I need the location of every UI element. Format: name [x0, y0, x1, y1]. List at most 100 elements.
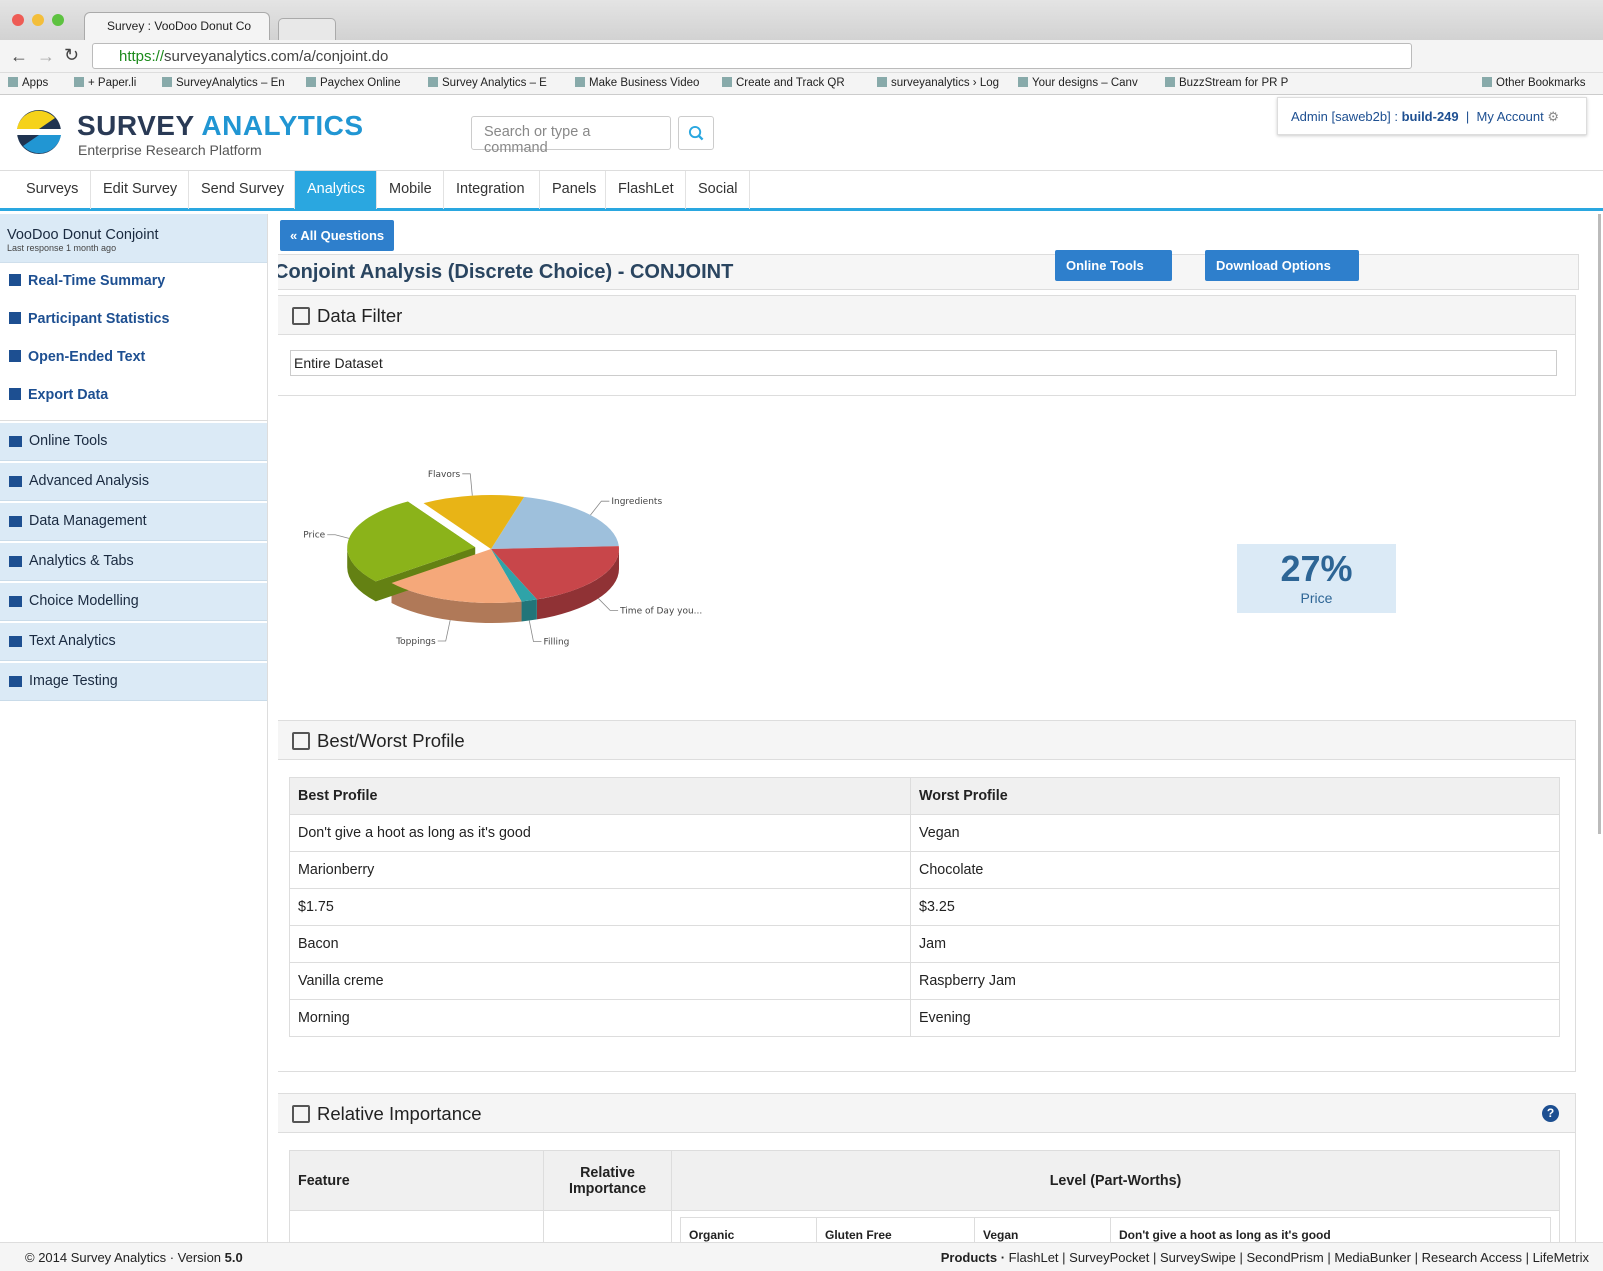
table-row: Vanilla creme Raspberry Jam [289, 962, 1560, 1000]
sidebar-links: Real-Time Summary Participant Statistics O… [0, 263, 267, 421]
sidebar-link[interactable]: Participant Statistics [0, 301, 267, 339]
footer-link[interactable]: Research Access [1421, 1250, 1523, 1265]
table-cell: $3.25 [910, 888, 1560, 926]
panel-title: Best/Worst Profile [278, 721, 1575, 760]
slice [491, 549, 537, 602]
nav-tab[interactable]: Panels [540, 171, 606, 209]
sidebar: VooDoo Donut Conjoint Last response 1 mo… [0, 214, 268, 1242]
sidebar-section[interactable]: Text Analytics [0, 623, 267, 661]
filter-field[interactable]: Entire Dataset [290, 350, 1557, 376]
nav-tab[interactable]: Integration [444, 171, 540, 209]
footer-link[interactable]: SurveySwipe [1159, 1250, 1236, 1265]
slice [423, 495, 525, 549]
new-tab[interactable] [278, 18, 336, 40]
search-button[interactable] [678, 116, 714, 150]
sidebar-section[interactable]: Online Tools [0, 423, 267, 461]
slice-label: Ingredients [611, 497, 662, 507]
bookmark-folder[interactable]: Other Bookmarks [1482, 77, 1602, 89]
table-cell: Jam [910, 925, 1560, 963]
bookmark[interactable]: Apps [8, 77, 66, 89]
nav-tab[interactable]: Surveys [14, 171, 91, 209]
sidebar-link[interactable]: Export Data [0, 377, 267, 415]
slice-label: Time of Day you... [619, 606, 702, 616]
bookmark[interactable]: Create and Track QR [722, 77, 869, 89]
highlight-label: Price [1300, 590, 1333, 606]
leader-line [327, 534, 350, 539]
maximize-window[interactable] [52, 14, 64, 26]
scrollbar[interactable] [1598, 214, 1601, 834]
survey-title[interactable]: VooDoo Donut Conjoint [7, 227, 159, 243]
link-icon [9, 350, 21, 362]
footer-link[interactable]: LifeMetrix [1532, 1250, 1589, 1265]
column-header: Don't give a hoot as long as it's good [1110, 1217, 1551, 1242]
column-header: Best Profile [289, 777, 911, 815]
main-nav: Surveys Edit Survey Send Survey Analytics Mo… [0, 170, 1603, 211]
settings-icon[interactable]: ⚙ [1547, 109, 1559, 124]
nav-tab[interactable]: Analytics [295, 171, 377, 209]
panel-title: Data Filter [278, 296, 1575, 335]
slice-label: Price [303, 531, 325, 541]
bookmark[interactable]: SurveyAnalytics – En [162, 77, 298, 89]
page-title: Conjoint Analysis (Discrete Choice) - CO… [278, 261, 734, 283]
browser-tab[interactable]: Survey : VooDoo Donut Co [84, 12, 270, 40]
table-cell: Vanilla creme [289, 962, 911, 1000]
close-window[interactable] [12, 14, 24, 26]
main-content: « All Questions Conjoint Analysis (Discr… [278, 214, 1579, 1242]
slice-label: Filling [543, 638, 569, 648]
all-questions-button[interactable]: « All Questions [280, 220, 395, 251]
sidebar-section[interactable]: Choice Modelling [0, 583, 267, 621]
sidebar-link[interactable]: Open-Ended Text [0, 339, 267, 377]
slice-label: Toppings [395, 637, 436, 647]
bookmark[interactable]: Survey Analytics – E [428, 77, 567, 89]
minimize-window[interactable] [32, 14, 44, 26]
footer-link[interactable]: MediaBunker [1334, 1250, 1411, 1265]
level-table: Organic Gluten Free Vegan Don't give a hoot… [680, 1217, 1551, 1242]
table-row: $1.75 $3.25 [289, 888, 1560, 926]
panel-title: Relative Importance? [278, 1094, 1575, 1133]
bookmark[interactable]: Paychex Online [306, 77, 420, 89]
leader-line [528, 620, 542, 642]
dropdown-button[interactable]: Download Options [1205, 250, 1359, 281]
nav-tab[interactable]: FlashLet [606, 171, 686, 209]
back-button[interactable]: ← [10, 46, 28, 66]
build-link[interactable]: build-249 [1401, 109, 1459, 124]
slice-side [536, 549, 619, 620]
sidebar-section[interactable]: Image Testing [0, 663, 267, 701]
footer-link[interactable]: SurveyPocket [1069, 1250, 1150, 1265]
help-icon[interactable]: ? [1542, 1105, 1559, 1122]
nav-tab[interactable]: Mobile [377, 171, 444, 209]
link-icon [9, 312, 21, 324]
bookmark[interactable]: surveyanalytics › Log [877, 77, 1010, 89]
footer-link[interactable]: SecondPrism [1246, 1250, 1324, 1265]
sidebar-section[interactable]: Advanced Analysis [0, 463, 267, 501]
forward-button[interactable]: → [37, 46, 55, 66]
copyright: © 2014 Survey Analytics · [25, 1250, 175, 1265]
highlight-box: 27% Price [1237, 544, 1396, 613]
search-field[interactable]: Search or type a command [471, 116, 671, 156]
header-row: Organic Gluten Free Vegan Don't give a hoot… [680, 1217, 1551, 1242]
bookmark[interactable]: + Paper.li [74, 77, 154, 89]
nav-tab[interactable]: Social [686, 171, 750, 209]
list-icon [9, 556, 22, 567]
url-field[interactable]: https://surveyanalytics.com/a/conjoint.d… [92, 43, 1412, 69]
leader-line [590, 500, 610, 516]
sidebar-section[interactable]: Analytics & Tabs [0, 543, 267, 581]
list-icon [9, 596, 22, 607]
dropdown-button[interactable]: Online Tools [1055, 250, 1172, 281]
nav-tab[interactable]: Send Survey [189, 171, 295, 209]
sidebar-section[interactable]: Data Management [0, 503, 267, 541]
column-header: Feature [289, 1150, 544, 1211]
reload-button[interactable]: ↻ [64, 45, 80, 65]
bookmark[interactable]: Make Business Video [575, 77, 714, 89]
list-icon [9, 636, 22, 647]
bookmarks-bar: Other Bookmarks Apps + Paper.li SurveyAnal… [0, 73, 1603, 95]
bookmark[interactable]: Your designs – Canv [1018, 77, 1157, 89]
footer-link[interactable]: FlashLet [1008, 1250, 1059, 1265]
nav-tab[interactable]: Edit Survey [91, 171, 189, 209]
account-link[interactable]: My Account [1476, 109, 1544, 124]
sidebar-link[interactable]: Real-Time Summary [0, 263, 267, 301]
logo-mark [10, 110, 68, 154]
column-header: Level (Part-Worths) [671, 1150, 1560, 1211]
bookmark[interactable]: BuzzStream for PR P [1165, 77, 1302, 89]
